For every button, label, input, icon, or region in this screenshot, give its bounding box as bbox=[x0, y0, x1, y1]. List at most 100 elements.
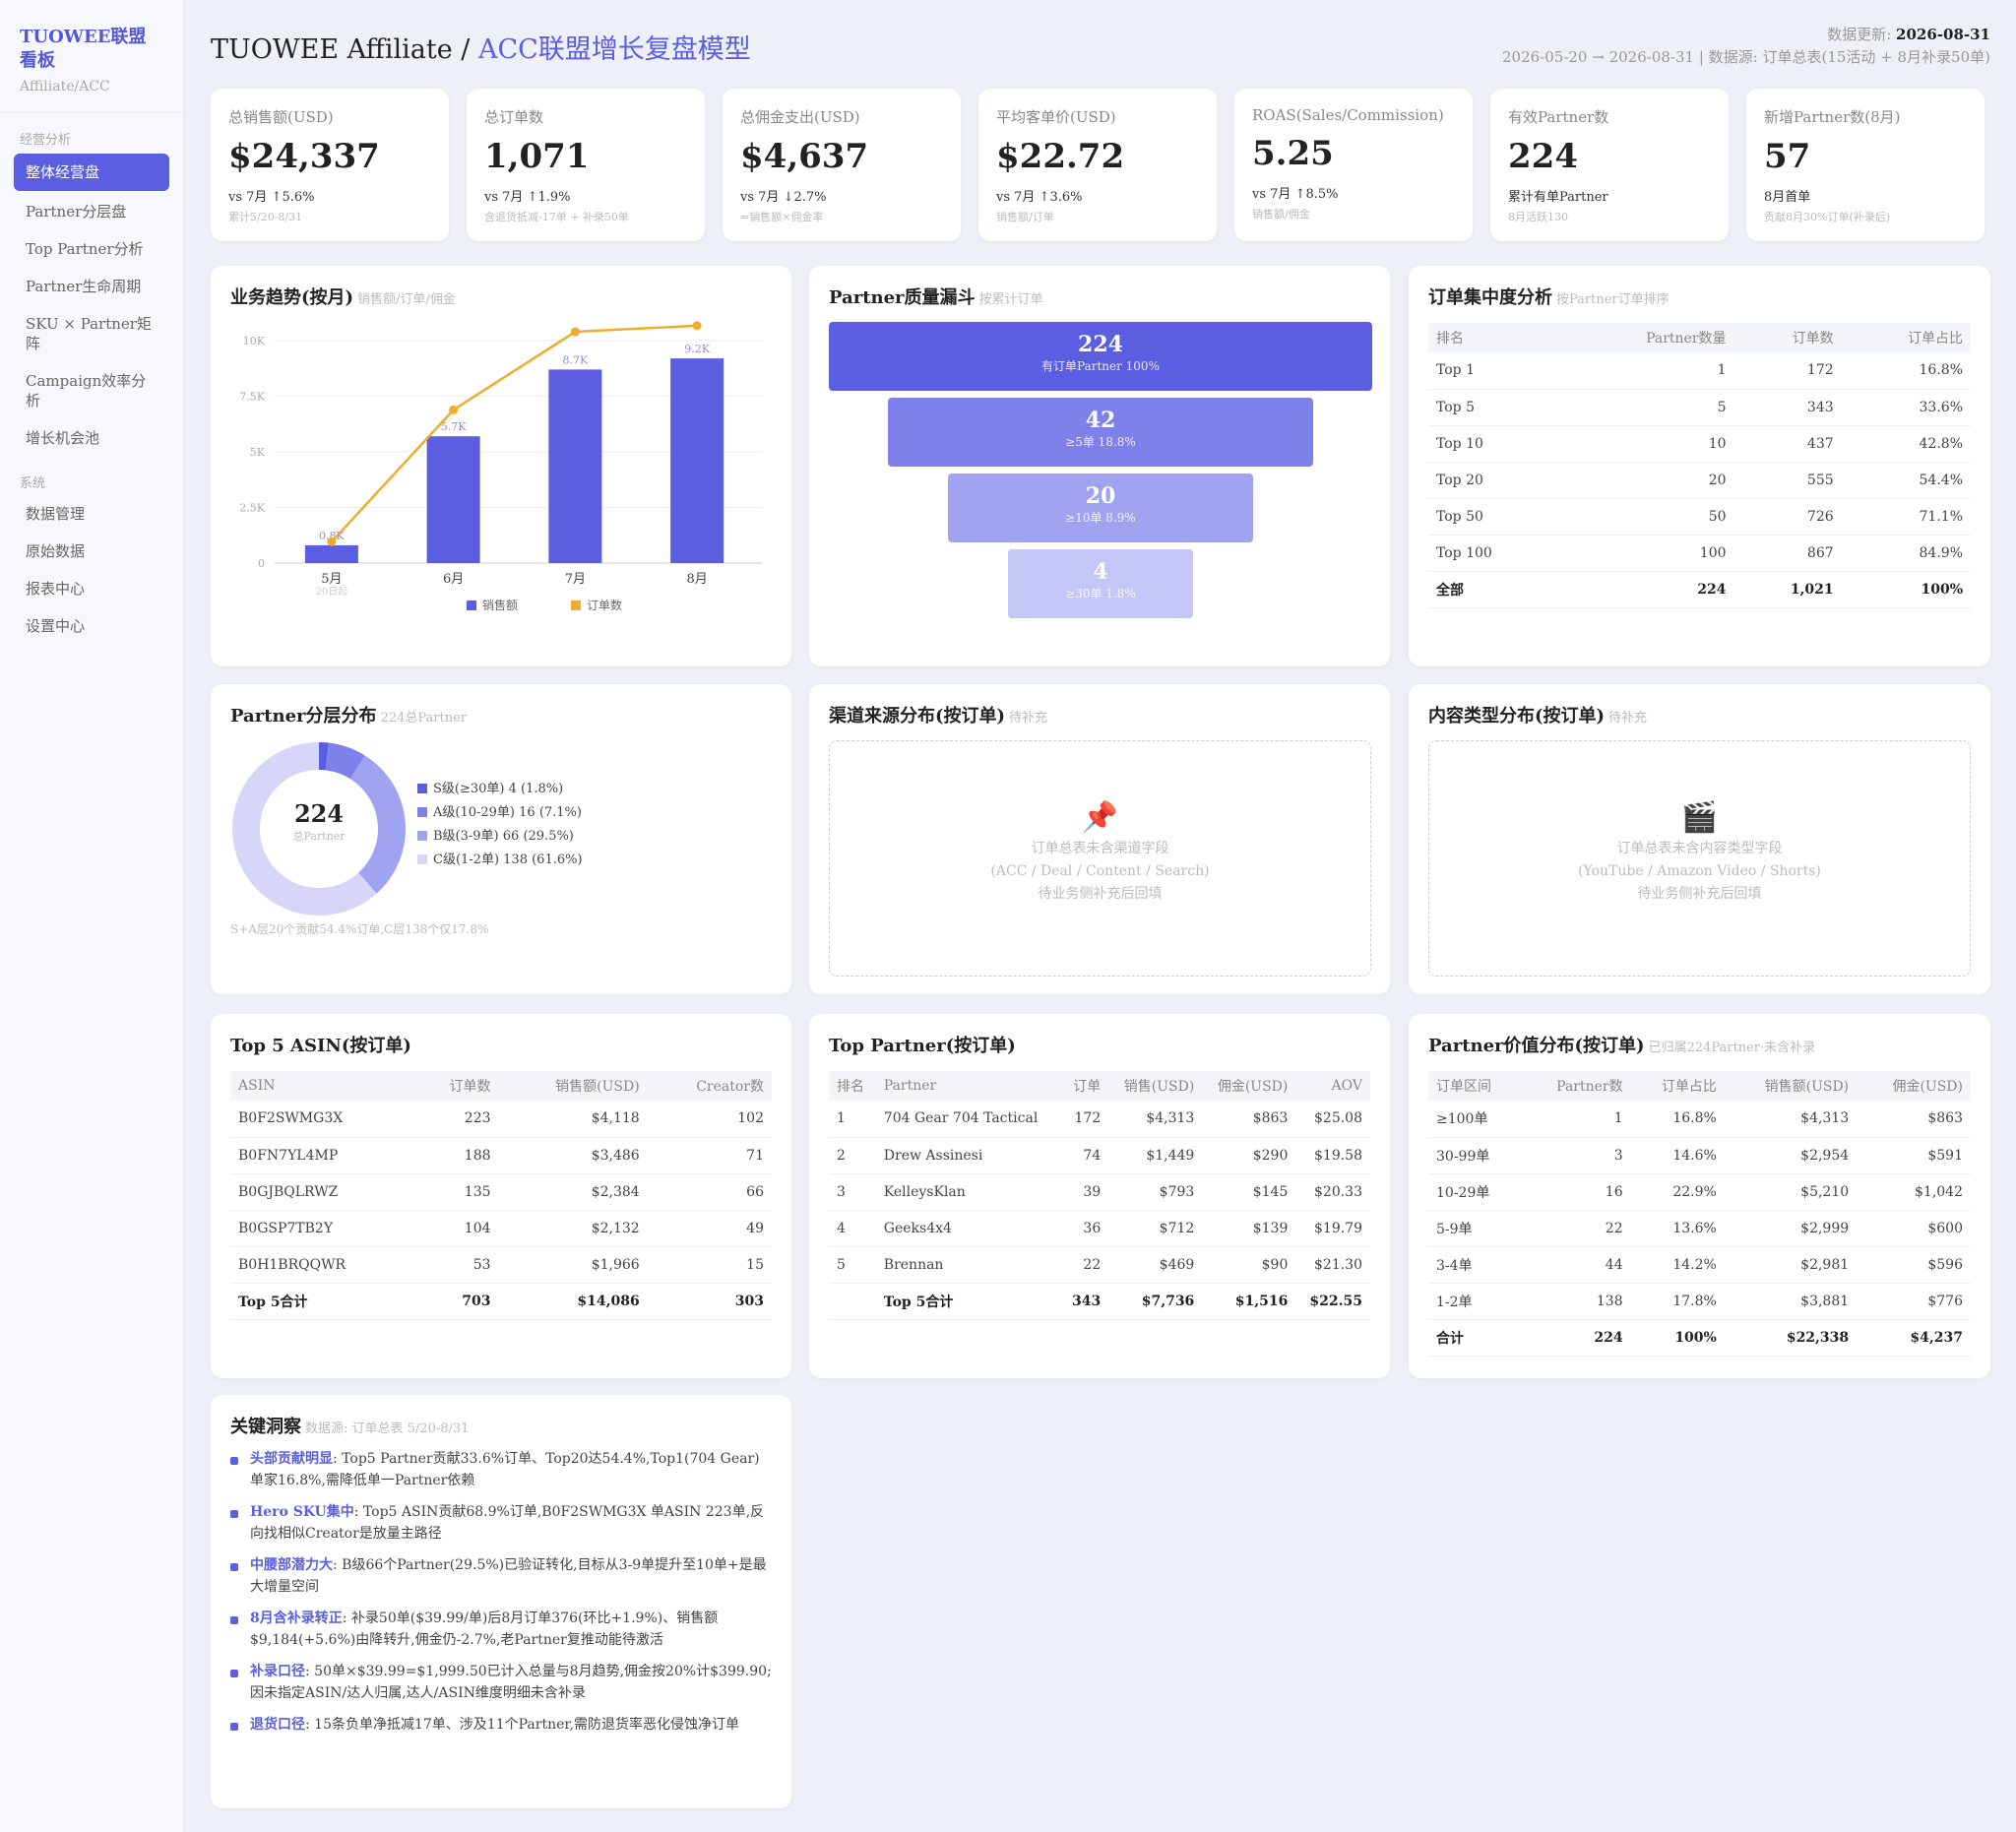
conc-title-text: 订单集中度分析 bbox=[1428, 287, 1552, 308]
table-total-row: Top 5合计 343 $7,736 $1,516 $22.55 bbox=[829, 1283, 1370, 1320]
cell: 5 bbox=[829, 1246, 876, 1284]
cell: Drew Assinesi bbox=[875, 1137, 1061, 1174]
content-card: 内容类型分布(按订单) 待补充 🎬 订单总表未含内容类型字段 (YouTube /… bbox=[1409, 684, 1990, 994]
cell: B0FN7YL4MP bbox=[230, 1137, 414, 1174]
bullet-icon bbox=[230, 1457, 238, 1465]
nav-item-data-mgmt[interactable]: 数据管理 bbox=[26, 505, 86, 523]
funnel-count: 20 bbox=[1085, 483, 1116, 509]
kpi-delta: vs 7月 ↑3.6% bbox=[996, 190, 1083, 205]
funnel-title-text: Partner质量漏斗 bbox=[829, 287, 976, 308]
cell: $776 bbox=[1857, 1283, 1971, 1320]
nav-item-overview[interactable]: 整体经营盘 bbox=[14, 154, 169, 191]
cell: $863 bbox=[1857, 1101, 1971, 1138]
cell: 224 bbox=[1522, 1319, 1631, 1357]
kpi-card-aov: 平均客单价(USD) $22.72 vs 7月 ↑3.6% 销售额/订单 bbox=[978, 89, 1217, 241]
kpi-card-partners: 有效Partner数 224 累计有单Partner 8月活跃130 bbox=[1490, 89, 1729, 241]
y-tick-label: 2.5K bbox=[239, 502, 265, 515]
table-header: 排名 Partner 订单 销售(USD) 佣金(USD) AOV bbox=[829, 1071, 1370, 1101]
kpi-value: 224 bbox=[1508, 137, 1578, 176]
cell: 172 bbox=[1733, 352, 1842, 390]
cell: 14.2% bbox=[1630, 1246, 1725, 1284]
nav-item-top-partner[interactable]: Top Partner分析 bbox=[26, 240, 144, 258]
cell: 704 Gear 704 Tactical bbox=[875, 1101, 1061, 1138]
cell: 135 bbox=[413, 1173, 499, 1211]
trend-chart: 02.5K5K7.5K10K0.8K5月5.7K6月8.7K7月9.2K8月20… bbox=[239, 321, 762, 612]
nav-item-growth-pool[interactable]: 增长机会池 bbox=[26, 429, 100, 447]
kpi-delta: vs 7月 ↑8.5% bbox=[1252, 187, 1339, 202]
nav-item-settings[interactable]: 设置中心 bbox=[26, 617, 86, 635]
cell: 4 bbox=[829, 1210, 876, 1247]
cell: Top 50 bbox=[1428, 498, 1559, 536]
cell: 84.9% bbox=[1841, 535, 1971, 572]
y-tick-label: 7.5K bbox=[239, 391, 265, 404]
cell: $2,999 bbox=[1724, 1210, 1858, 1247]
cell: 22 bbox=[1522, 1210, 1631, 1247]
legend-label: S级(≥30单) 4 (1.8%) bbox=[433, 782, 564, 796]
col-commission: 佣金(USD) bbox=[1857, 1071, 1971, 1101]
cell: $793 bbox=[1108, 1173, 1203, 1211]
cell bbox=[829, 1283, 876, 1320]
funnel-stage-30plus: 4 ≥30单 1.8% bbox=[1008, 549, 1193, 618]
line-point-orders bbox=[692, 321, 702, 331]
tier-note: S+A层20个贡献54.4%订单,C层138个仅17.8% bbox=[230, 922, 489, 936]
table-row: Top 5 5 343 33.6% bbox=[1428, 389, 1971, 426]
tier-donut bbox=[232, 742, 406, 916]
table-row: 5-9单 22 13.6% $2,999 $600 bbox=[1428, 1210, 1971, 1247]
nav-item-partner-tier[interactable]: Partner分层盘 bbox=[26, 203, 127, 221]
funnel-label: ≥10单 8.9% bbox=[1065, 511, 1136, 525]
insight-item: 头部贡献明显: Top5 Partner贡献33.6%订单、Top20达54.4… bbox=[230, 1448, 772, 1491]
channel-placeholder: 📌 订单总表未含渠道字段 (ACC / Deal / Content / Sea… bbox=[829, 740, 1371, 977]
cell: 1,021 bbox=[1733, 571, 1842, 608]
cell: Brennan bbox=[875, 1246, 1061, 1284]
col-partner-count: Partner数量 bbox=[1558, 323, 1734, 352]
col-asin: ASIN bbox=[230, 1071, 414, 1101]
bullet-icon bbox=[230, 1670, 238, 1677]
cell: $19.58 bbox=[1295, 1137, 1370, 1174]
brand: TUOWEE联盟看板 Affiliate/ACC bbox=[0, 0, 183, 113]
funnel-count: 42 bbox=[1085, 408, 1116, 433]
kpi-delta: vs 7月 ↑5.6% bbox=[228, 190, 315, 205]
legend-swatch bbox=[417, 784, 427, 793]
cell: Top 1 bbox=[1428, 352, 1559, 390]
table-row: B0GJBQLRWZ 135 $2,384 66 bbox=[230, 1173, 772, 1211]
data-range: 2026-05-20 → 2026-08-31 | 数据源: 订单总表(15活动… bbox=[1501, 48, 1990, 66]
y-tick-label: 0 bbox=[258, 557, 265, 570]
nav-item-partner-lifecycle[interactable]: Partner生命周期 bbox=[26, 278, 142, 295]
cell: $469 bbox=[1108, 1246, 1203, 1284]
update-info: 数据更新: 2026-08-31 2026-05-20 → 2026-08-31… bbox=[1502, 24, 1990, 69]
cell: 44 bbox=[1522, 1246, 1631, 1284]
cell: $22,338 bbox=[1724, 1319, 1858, 1357]
cell: 20 bbox=[1558, 462, 1734, 499]
table-row: ≥100单 1 16.8% $4,313 $863 bbox=[1428, 1101, 1971, 1138]
cell: $2,981 bbox=[1724, 1246, 1858, 1284]
legend-item-s: S级(≥30单) 4 (1.8%) bbox=[417, 778, 583, 801]
cell: 703 bbox=[413, 1283, 499, 1320]
kpi-card-roas: ROAS(Sales/Commission) 5.25 vs 7月 ↑8.5% … bbox=[1234, 89, 1473, 241]
bar-value-label: 8.7K bbox=[563, 353, 589, 366]
col-commission: 佣金(USD) bbox=[1202, 1071, 1296, 1101]
line-point-orders bbox=[570, 327, 580, 337]
cell: $712 bbox=[1108, 1210, 1203, 1247]
x-tick-label: 8月 bbox=[686, 572, 707, 587]
x-tick-label: 5月 bbox=[321, 572, 342, 587]
cell: $4,118 bbox=[498, 1101, 648, 1138]
cell: $2,384 bbox=[498, 1173, 648, 1211]
tier-legend: S级(≥30单) 4 (1.8%) A级(10-29单) 16 (7.1%) B… bbox=[417, 778, 583, 872]
nav-item-campaign[interactable]: Campaign效率分析 bbox=[26, 372, 147, 410]
insight-item: Hero SKU集中: Top5 ASIN贡献68.9%订单,B0F2SWMG3… bbox=[230, 1501, 772, 1545]
kpi-card-new-partners: 新增Partner数(8月) 57 8月首单 贡献8月30%订单(补录后) bbox=[1746, 89, 1984, 241]
bar-sales bbox=[304, 544, 358, 563]
kpi-label: 新增Partner数(8月) bbox=[1764, 108, 1901, 126]
kpi-delta: vs 7月 ↓2.7% bbox=[740, 190, 827, 205]
table-row: B0F2SWMG3X 223 $4,118 102 bbox=[230, 1101, 772, 1138]
nav-item-sku-matrix[interactable]: SKU × Partner矩阵 bbox=[26, 315, 152, 352]
col-orders: 订单 bbox=[1060, 1071, 1109, 1101]
nav-item-raw-data[interactable]: 原始数据 bbox=[26, 542, 86, 560]
table-row: B0GSP7TB2Y 104 $2,132 49 bbox=[230, 1210, 772, 1247]
placeholder-line: 待业务侧补充后回填 bbox=[1637, 886, 1762, 902]
cell: 合计 bbox=[1428, 1319, 1523, 1357]
table-row: B0FN7YL4MP 188 $3,486 71 bbox=[230, 1137, 772, 1174]
cell: ≥100单 bbox=[1428, 1101, 1523, 1138]
nav-item-reports[interactable]: 报表中心 bbox=[26, 580, 86, 598]
legend-swatch bbox=[417, 807, 427, 817]
